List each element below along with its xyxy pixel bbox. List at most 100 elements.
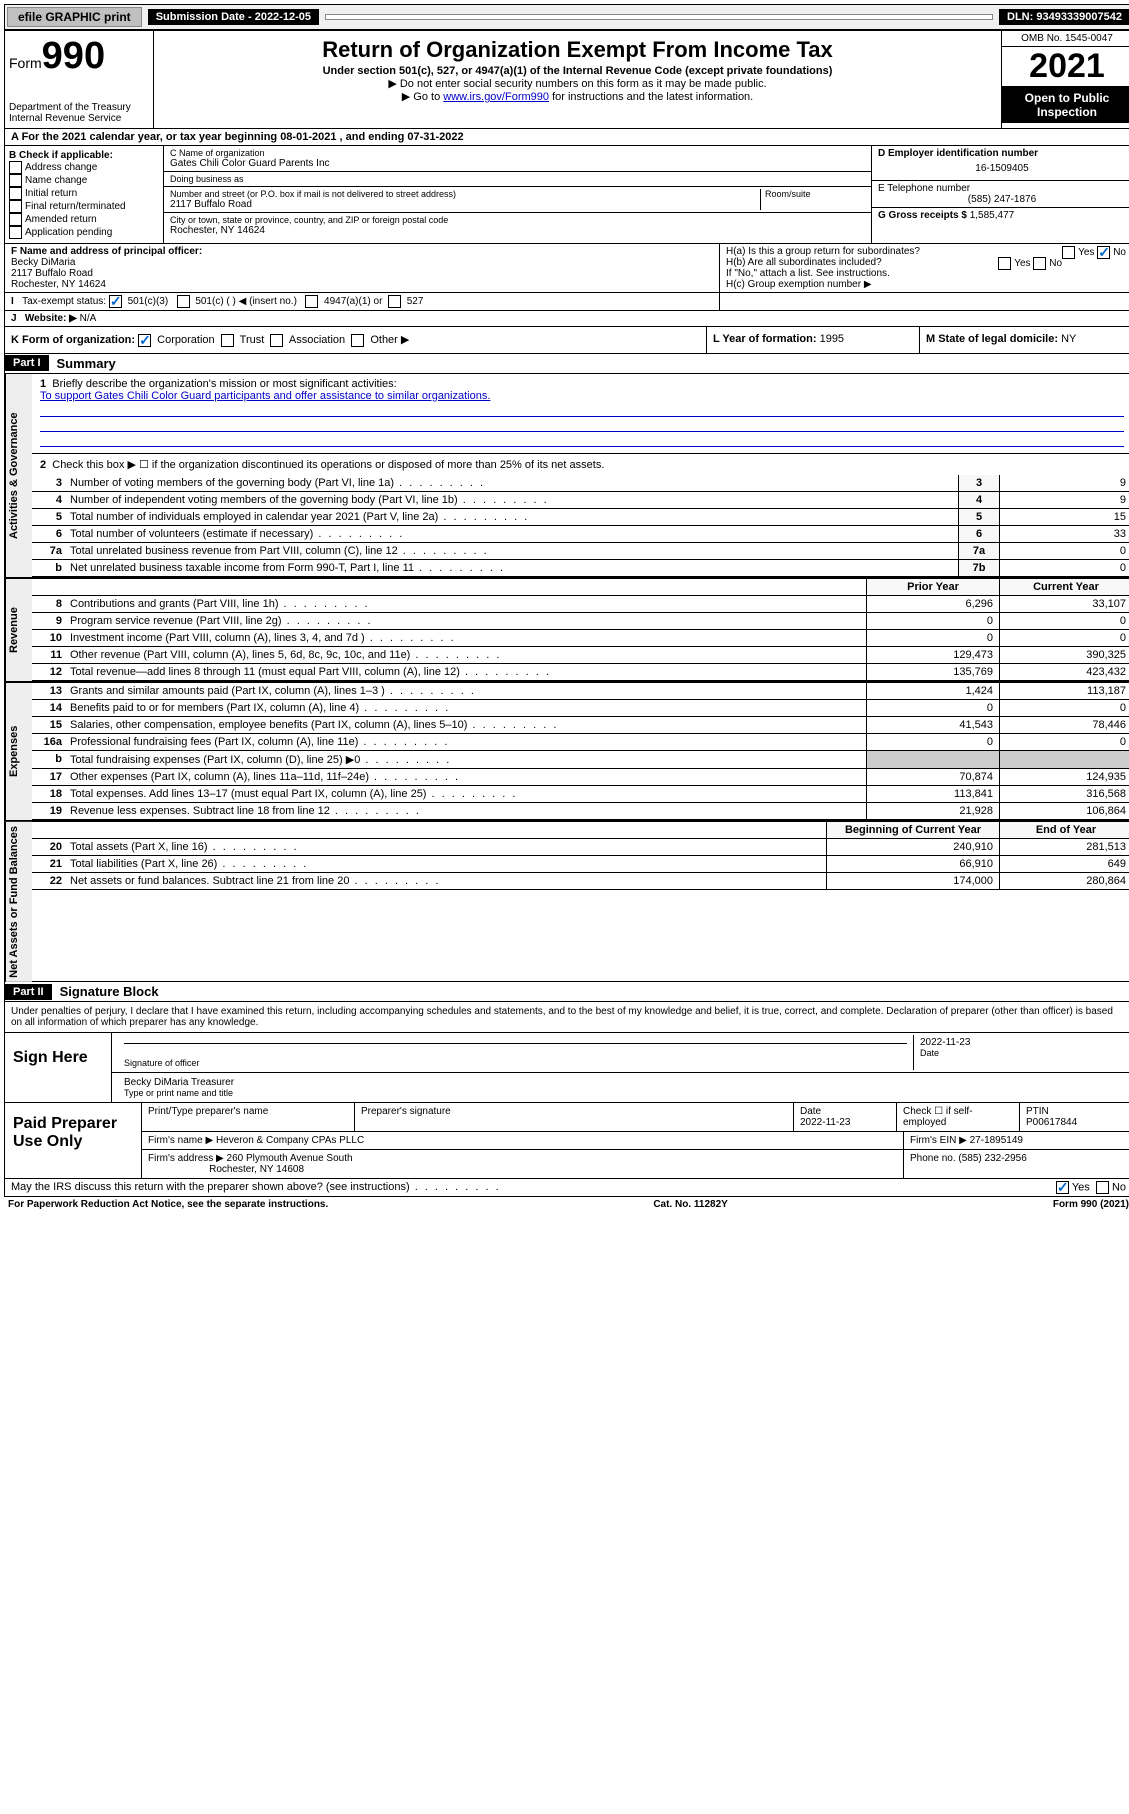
state-domicile: NY bbox=[1061, 333, 1076, 345]
form-prefix: Form bbox=[9, 55, 42, 71]
opt-4947: 4947(a)(1) or bbox=[324, 296, 382, 307]
prior-year-hdr: Prior Year bbox=[866, 579, 999, 595]
box-j: J Website: ▶ N/A bbox=[5, 311, 1129, 326]
c-city-label: City or town, state or province, country… bbox=[170, 215, 865, 225]
dln: DLN: 93493339007542 bbox=[999, 9, 1129, 25]
cb-ha-yes[interactable] bbox=[1062, 246, 1075, 259]
cb-corp[interactable] bbox=[138, 334, 151, 347]
firm-addr1: 260 Plymouth Avenue South bbox=[227, 1153, 353, 1164]
check-self: Check ☐ if self-employed bbox=[897, 1103, 1020, 1131]
sig-date: 2022-11-23 bbox=[920, 1037, 1120, 1048]
header-right: OMB No. 1545-0047 2021 Open to Public In… bbox=[1001, 31, 1129, 128]
website: N/A bbox=[80, 313, 97, 324]
cb-initial[interactable] bbox=[9, 187, 22, 200]
ein: 16-1509405 bbox=[878, 159, 1126, 178]
declaration: Under penalties of perjury, I declare th… bbox=[5, 1002, 1129, 1032]
cat-no: Cat. No. 11282Y bbox=[653, 1199, 727, 1210]
expense-line: 18Total expenses. Add lines 13–17 (must … bbox=[32, 786, 1129, 803]
cb-other[interactable] bbox=[351, 334, 364, 347]
omb-number: OMB No. 1545-0047 bbox=[1002, 31, 1129, 47]
opt-initial: Initial return bbox=[25, 188, 77, 199]
discuss-text: May the IRS discuss this return with the… bbox=[11, 1181, 1056, 1194]
l-label: L Year of formation: bbox=[713, 333, 817, 345]
beg-year-hdr: Beginning of Current Year bbox=[826, 822, 999, 838]
firm-ein-label: Firm's EIN ▶ bbox=[910, 1135, 967, 1146]
hb-no: No bbox=[1049, 258, 1062, 269]
summary-title: Summary bbox=[49, 354, 124, 373]
expense-line: 14Benefits paid to or for members (Part … bbox=[32, 700, 1129, 717]
cb-assoc[interactable] bbox=[270, 334, 283, 347]
tax-year: 2021 bbox=[1002, 47, 1129, 87]
cb-hb-yes[interactable] bbox=[998, 257, 1011, 270]
cb-4947[interactable] bbox=[305, 295, 318, 308]
summary-line: 7aTotal unrelated business revenue from … bbox=[32, 543, 1129, 560]
opt-corp: Corporation bbox=[157, 334, 214, 346]
part-i-title: Part I Summary bbox=[5, 354, 1129, 374]
part-ii-title: Part II Signature Block bbox=[5, 982, 1129, 1002]
revenue-line: 9Program service revenue (Part VIII, lin… bbox=[32, 613, 1129, 630]
cb-501c3[interactable] bbox=[109, 295, 122, 308]
firm-phone: (585) 232-2956 bbox=[958, 1153, 1026, 1164]
ha-label: H(a) Is this a group return for subordin… bbox=[726, 246, 920, 257]
blank bbox=[32, 822, 66, 838]
hb-yes: Yes bbox=[1014, 258, 1030, 269]
box-deg: D Employer identification number 16-1509… bbox=[872, 146, 1129, 243]
prep-row-1: Print/Type preparer's name Preparer's si… bbox=[142, 1103, 1129, 1132]
form-num: 990 bbox=[42, 35, 105, 77]
ha-no: No bbox=[1113, 247, 1126, 258]
cb-ha-no[interactable] bbox=[1097, 246, 1110, 259]
part-i-header: Part I bbox=[5, 355, 49, 371]
cb-amended[interactable] bbox=[9, 213, 22, 226]
summary-line: bNet unrelated business taxable income f… bbox=[32, 560, 1129, 577]
box-hc-cont bbox=[720, 293, 1129, 310]
summary-line: 4Number of independent voting members of… bbox=[32, 492, 1129, 509]
mission-text: To support Gates Chili Color Guard parti… bbox=[40, 390, 490, 402]
discuss-no: No bbox=[1112, 1182, 1126, 1194]
blank-line bbox=[40, 404, 1124, 417]
expense-line: 13Grants and similar amounts paid (Part … bbox=[32, 683, 1129, 700]
irs-link[interactable]: www.irs.gov/Form990 bbox=[443, 91, 549, 103]
firm-addr2: Rochester, NY 14608 bbox=[209, 1164, 304, 1175]
box-f: F Name and address of principal officer:… bbox=[5, 244, 720, 292]
cb-hb-no[interactable] bbox=[1033, 257, 1046, 270]
cb-discuss-yes[interactable] bbox=[1056, 1181, 1069, 1194]
submission-date: Submission Date - 2022-12-05 bbox=[148, 9, 319, 25]
hc-label: H(c) Group exemption number ▶ bbox=[726, 279, 1126, 290]
rev-content: Prior Year Current Year 8Contributions a… bbox=[32, 579, 1129, 681]
cb-final[interactable] bbox=[9, 200, 22, 213]
cb-name-change[interactable] bbox=[9, 174, 22, 187]
blank bbox=[32, 579, 66, 595]
officer-addr2: Rochester, NY 14624 bbox=[11, 279, 713, 290]
opt-address: Address change bbox=[25, 162, 97, 173]
room-label: Room/suite bbox=[765, 189, 865, 199]
cb-pending[interactable] bbox=[9, 226, 22, 239]
city-state-zip: Rochester, NY 14624 bbox=[170, 225, 865, 236]
current-year-hdr: Current Year bbox=[999, 579, 1129, 595]
pra-notice: For Paperwork Reduction Act Notice, see … bbox=[8, 1199, 328, 1210]
prep-date-label: Date bbox=[800, 1106, 821, 1117]
summary-line: 3Number of voting members of the governi… bbox=[32, 475, 1129, 492]
cb-discuss-no[interactable] bbox=[1096, 1181, 1109, 1194]
cb-trust[interactable] bbox=[221, 334, 234, 347]
sig-date-label: Date bbox=[920, 1048, 1120, 1058]
cb-527[interactable] bbox=[388, 295, 401, 308]
expenses-section: Expenses 13Grants and similar amounts pa… bbox=[5, 681, 1129, 820]
summary-line: 6Total number of volunteers (estimate if… bbox=[32, 526, 1129, 543]
sign-here-label: Sign Here bbox=[5, 1033, 112, 1102]
opt-pending: Application pending bbox=[25, 227, 112, 238]
opt-trust: Trust bbox=[240, 334, 265, 346]
expense-line: bTotal fundraising expenses (Part IX, co… bbox=[32, 751, 1129, 769]
opt-amended: Amended return bbox=[25, 214, 97, 225]
expense-line: 16aProfessional fundraising fees (Part I… bbox=[32, 734, 1129, 751]
cb-address-change[interactable] bbox=[9, 161, 22, 174]
hb-label: H(b) Are all subordinates included? bbox=[726, 257, 882, 268]
discuss-row: May the IRS discuss this return with the… bbox=[4, 1179, 1129, 1197]
row-klm: K Form of organization: Corporation Trus… bbox=[4, 327, 1129, 354]
exp-content: 13Grants and similar amounts paid (Part … bbox=[32, 683, 1129, 820]
type-name-label: Type or print name and title bbox=[124, 1088, 1120, 1098]
org-name: Gates Chili Color Guard Parents Inc bbox=[170, 158, 865, 169]
form-subtitle: Under section 501(c), 527, or 4947(a)(1)… bbox=[158, 65, 997, 77]
cb-501c[interactable] bbox=[177, 295, 190, 308]
efile-button[interactable]: efile GRAPHIC print bbox=[7, 7, 142, 27]
blank bbox=[66, 579, 866, 595]
